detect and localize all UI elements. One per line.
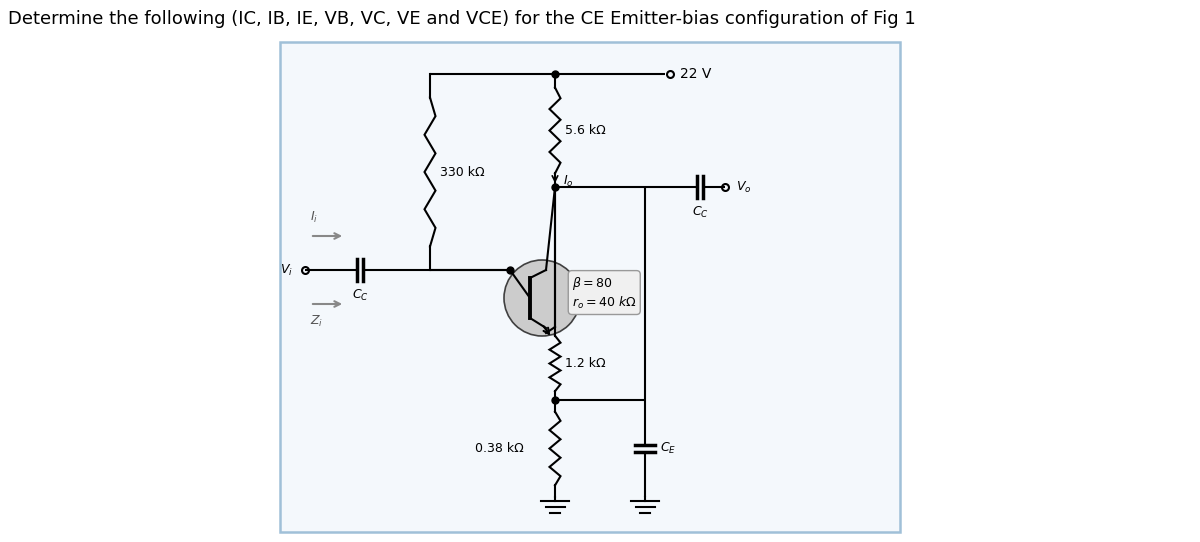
Text: 330 kΩ: 330 kΩ: [440, 165, 485, 178]
Bar: [280, 42, 900, 532]
Text: 1.2 kΩ: 1.2 kΩ: [565, 357, 606, 370]
Text: $C_E$: $C_E$: [660, 441, 677, 456]
Text: 5.6 kΩ: 5.6 kΩ: [565, 124, 606, 137]
Text: 22 V: 22 V: [680, 67, 712, 81]
Text: $C_C$: $C_C$: [352, 288, 368, 303]
Text: $I_o$: $I_o$: [563, 173, 574, 189]
Text: $C_C$: $C_C$: [691, 205, 708, 220]
Circle shape: [504, 260, 580, 336]
Text: $V_o$: $V_o$: [736, 179, 751, 195]
Text: $\beta = 80$
$r_o = 40\ k\Omega$: $\beta = 80$ $r_o = 40\ k\Omega$: [572, 275, 636, 311]
Text: $I_i$: $I_i$: [310, 210, 318, 225]
Text: Determine the following (IC, IB, IE, VB, VC, VE and VCE) for the CE Emitter-bias: Determine the following (IC, IB, IE, VB,…: [8, 10, 916, 28]
Text: 0.38 kΩ: 0.38 kΩ: [475, 442, 523, 455]
Text: $Z_i$: $Z_i$: [310, 314, 323, 329]
Text: $V_i$: $V_i$: [280, 262, 293, 278]
